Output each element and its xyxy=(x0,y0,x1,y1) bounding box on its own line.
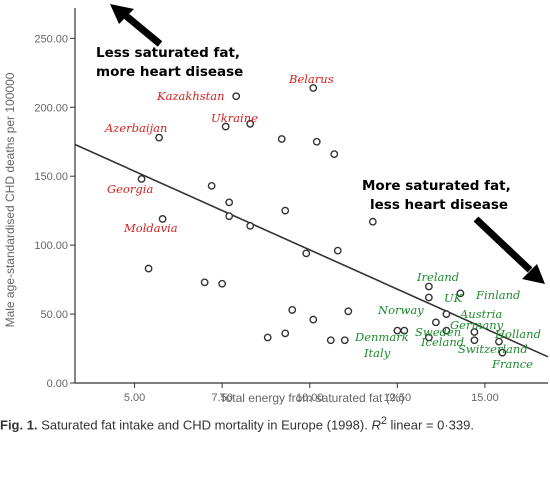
data-points xyxy=(137,84,507,357)
data-point xyxy=(442,310,451,318)
data-point xyxy=(456,289,465,298)
y-tick-label: 50.00 xyxy=(40,309,68,321)
label-moldavia: Moldavia xyxy=(123,221,178,235)
data-point xyxy=(225,212,234,221)
data-point xyxy=(225,198,234,207)
label-ukraine: Ukraine xyxy=(211,111,258,125)
data-point xyxy=(246,119,255,128)
data-point xyxy=(340,336,349,345)
data-point xyxy=(424,333,433,342)
data-point xyxy=(137,175,146,183)
callout-right-line-1: More saturated fat, xyxy=(362,178,511,194)
data-point xyxy=(158,215,167,223)
data-point xyxy=(431,318,440,327)
data-point xyxy=(246,221,255,230)
label-sweden: Sweden xyxy=(415,325,461,339)
arrow-down-right xyxy=(473,216,545,284)
y-axis-title: Male age-standardised CHD deaths per 100… xyxy=(3,72,17,327)
x-tick-label: 5.00 xyxy=(124,392,145,404)
data-point xyxy=(263,333,272,342)
x-tick-label: 10.00 xyxy=(296,392,324,404)
data-point xyxy=(277,135,286,143)
caption-r2-value: linear = 0·339. xyxy=(390,417,474,433)
x-tick-label: 15.00 xyxy=(471,392,499,404)
callout-left-line-1: Less saturated fat, xyxy=(96,45,240,61)
data-point xyxy=(333,246,342,255)
label-kazakhstan: Kazakhstan xyxy=(156,89,225,103)
y-tick-label: 100.00 xyxy=(34,240,68,252)
data-point xyxy=(288,306,297,314)
data-point xyxy=(400,326,409,335)
data-point xyxy=(312,137,321,146)
regression-line xyxy=(74,143,549,358)
data-point xyxy=(200,278,209,287)
label-iceland: Iceland xyxy=(420,335,464,349)
callout-left-line-2: more heart disease xyxy=(96,64,243,80)
caption-text: Saturated fat intake and CHD mortality i… xyxy=(41,417,368,433)
data-point xyxy=(309,315,318,324)
data-point xyxy=(470,336,479,345)
y-tick-label: 200.00 xyxy=(34,102,68,114)
label-norway: Norway xyxy=(377,303,424,317)
data-point xyxy=(144,264,153,273)
label-germany: Germany xyxy=(450,318,504,332)
y-tick-label: 150.00 xyxy=(34,171,68,183)
y-tick-label: 0.00 xyxy=(47,378,68,390)
label-uk: UK xyxy=(444,291,464,305)
x-tick-label: 12.50 xyxy=(384,392,412,404)
data-point xyxy=(424,282,433,291)
data-point xyxy=(424,293,433,302)
data-point xyxy=(344,307,353,316)
label-finland: Finland xyxy=(475,288,520,302)
data-point xyxy=(326,336,335,345)
data-point xyxy=(495,337,503,346)
caption-fig-label: Fig. 1. xyxy=(0,417,38,433)
y-axis-ticks: 0.00 50.00 100.00 150.00 200.00 250.00 xyxy=(34,33,75,390)
label-azerbaijan: Azerbaijan xyxy=(104,121,167,135)
label-holland: Holland xyxy=(494,327,541,341)
x-axis-title: Total energy from saturated fat (%) xyxy=(220,391,405,405)
caption-r2-exp: 2 xyxy=(380,415,387,427)
data-point xyxy=(281,329,290,338)
data-point xyxy=(232,92,241,101)
data-point xyxy=(221,122,230,131)
label-denmark: Denmark xyxy=(354,330,409,344)
label-italy: Italy xyxy=(363,346,391,360)
data-point xyxy=(470,328,479,336)
data-point xyxy=(218,279,227,288)
data-point xyxy=(302,249,311,258)
y-tick-label: 250.00 xyxy=(34,33,68,45)
label-belarus: Belarus xyxy=(288,72,334,86)
data-point xyxy=(281,206,290,215)
data-point xyxy=(498,348,507,357)
label-austria: Austria xyxy=(459,307,502,321)
label-ireland: Ireland xyxy=(416,270,459,284)
label-switzerland: Switzerland xyxy=(458,342,528,356)
data-point xyxy=(309,84,318,92)
label-france: France xyxy=(491,357,533,371)
figure-caption: Fig. 1. Saturated fat intake and CHD mor… xyxy=(0,412,548,434)
label-georgia: Georgia xyxy=(107,182,153,196)
data-point xyxy=(155,133,163,142)
x-tick-label: 7.50 xyxy=(211,392,232,404)
data-point xyxy=(330,150,339,159)
data-point xyxy=(442,326,451,335)
caption-r2-symbol: R xyxy=(371,417,381,433)
data-point xyxy=(368,217,377,226)
callout-right-line-2: less heart disease xyxy=(370,197,508,213)
data-point xyxy=(207,181,216,190)
chart-figure: 0.00 50.00 100.00 150.00 200.00 250.00 5.00 7.… xyxy=(3,4,549,405)
arrow-up-left xyxy=(110,4,163,47)
x-axis-ticks: 5.00 7.50 10.00 12.50 15.00 xyxy=(124,383,499,404)
